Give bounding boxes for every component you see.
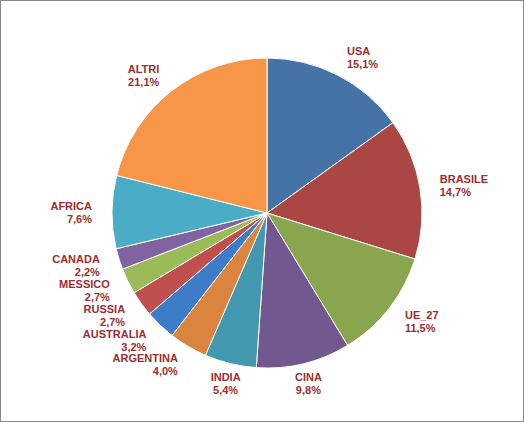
svg-text:BRASILE14,7%: BRASILE14,7% bbox=[440, 173, 488, 198]
svg-text:UE_2711,5%: UE_2711,5% bbox=[405, 309, 439, 334]
svg-text:INDIA5,4%: INDIA5,4% bbox=[211, 371, 241, 396]
svg-text:RUSSIA2,7%: RUSSIA2,7% bbox=[84, 303, 126, 328]
svg-text:CINA9,8%: CINA9,8% bbox=[295, 371, 322, 396]
svg-text:ALTRI21,1%: ALTRI21,1% bbox=[128, 63, 160, 88]
svg-text:ARGENTINA4,0%: ARGENTINA4,0% bbox=[113, 352, 179, 377]
svg-text:CANADA2,2%: CANADA2,2% bbox=[52, 253, 100, 278]
svg-text:AFRICA7,6%: AFRICA7,6% bbox=[50, 200, 92, 225]
svg-text:USA15,1%: USA15,1% bbox=[347, 45, 378, 70]
svg-text:MESSICO2,7%: MESSICO2,7% bbox=[59, 278, 110, 303]
svg-text:AUSTRALIA3,2%: AUSTRALIA3,2% bbox=[83, 328, 147, 353]
